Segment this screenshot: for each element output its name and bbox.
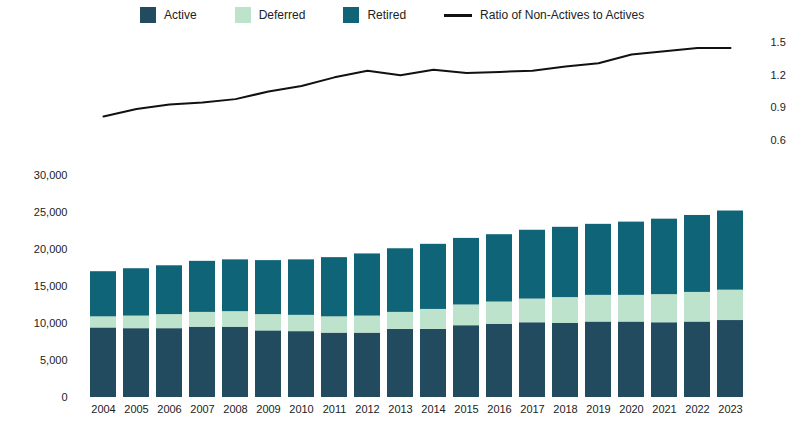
svg-text:0.9: 0.9 — [771, 101, 786, 113]
svg-text:2004: 2004 — [91, 403, 115, 415]
svg-text:2011: 2011 — [323, 403, 347, 415]
svg-text:20,000: 20,000 — [34, 243, 68, 255]
svg-text:2006: 2006 — [157, 403, 181, 415]
svg-text:2012: 2012 — [355, 403, 379, 415]
html-text:Ratio of Non-Actives to Active: Ratio of Non-Actives to Actives — [480, 8, 645, 22]
svg-text:30,000: 30,000 — [34, 169, 68, 181]
svg-text:2019: 2019 — [586, 403, 610, 415]
svg-text:1.2: 1.2 — [771, 69, 786, 81]
svg-text:15,000: 15,000 — [34, 280, 68, 292]
svg-text:2018: 2018 — [553, 403, 577, 415]
svg-text:2017: 2017 — [520, 403, 544, 415]
svg-text:2009: 2009 — [256, 403, 280, 415]
svg-text:2013: 2013 — [388, 403, 412, 415]
svg-text:0.6: 0.6 — [771, 134, 786, 146]
svg-text:2014: 2014 — [421, 403, 445, 415]
svg-text:2010: 2010 — [289, 403, 313, 415]
html-text:Deferred: Deferred — [258, 8, 306, 22]
svg-text:2022: 2022 — [685, 403, 709, 415]
svg-text:2021: 2021 — [652, 403, 676, 415]
svg-text:25,000: 25,000 — [34, 206, 68, 218]
html-text:Retired: Retired — [367, 8, 407, 22]
svg-text:2008: 2008 — [223, 403, 247, 415]
svg-text:2016: 2016 — [487, 403, 511, 415]
svg-text:2023: 2023 — [718, 403, 742, 415]
svg-text:5,000: 5,000 — [40, 354, 68, 366]
svg-text:1.5: 1.5 — [771, 36, 786, 48]
svg-text:2020: 2020 — [619, 403, 643, 415]
svg-text:10,000: 10,000 — [34, 317, 68, 329]
svg-text:2007: 2007 — [190, 403, 214, 415]
svg-text:2005: 2005 — [124, 403, 148, 415]
html-text:Active: Active — [164, 8, 197, 22]
svg-text:2015: 2015 — [454, 403, 478, 415]
svg-text:0: 0 — [61, 391, 67, 403]
